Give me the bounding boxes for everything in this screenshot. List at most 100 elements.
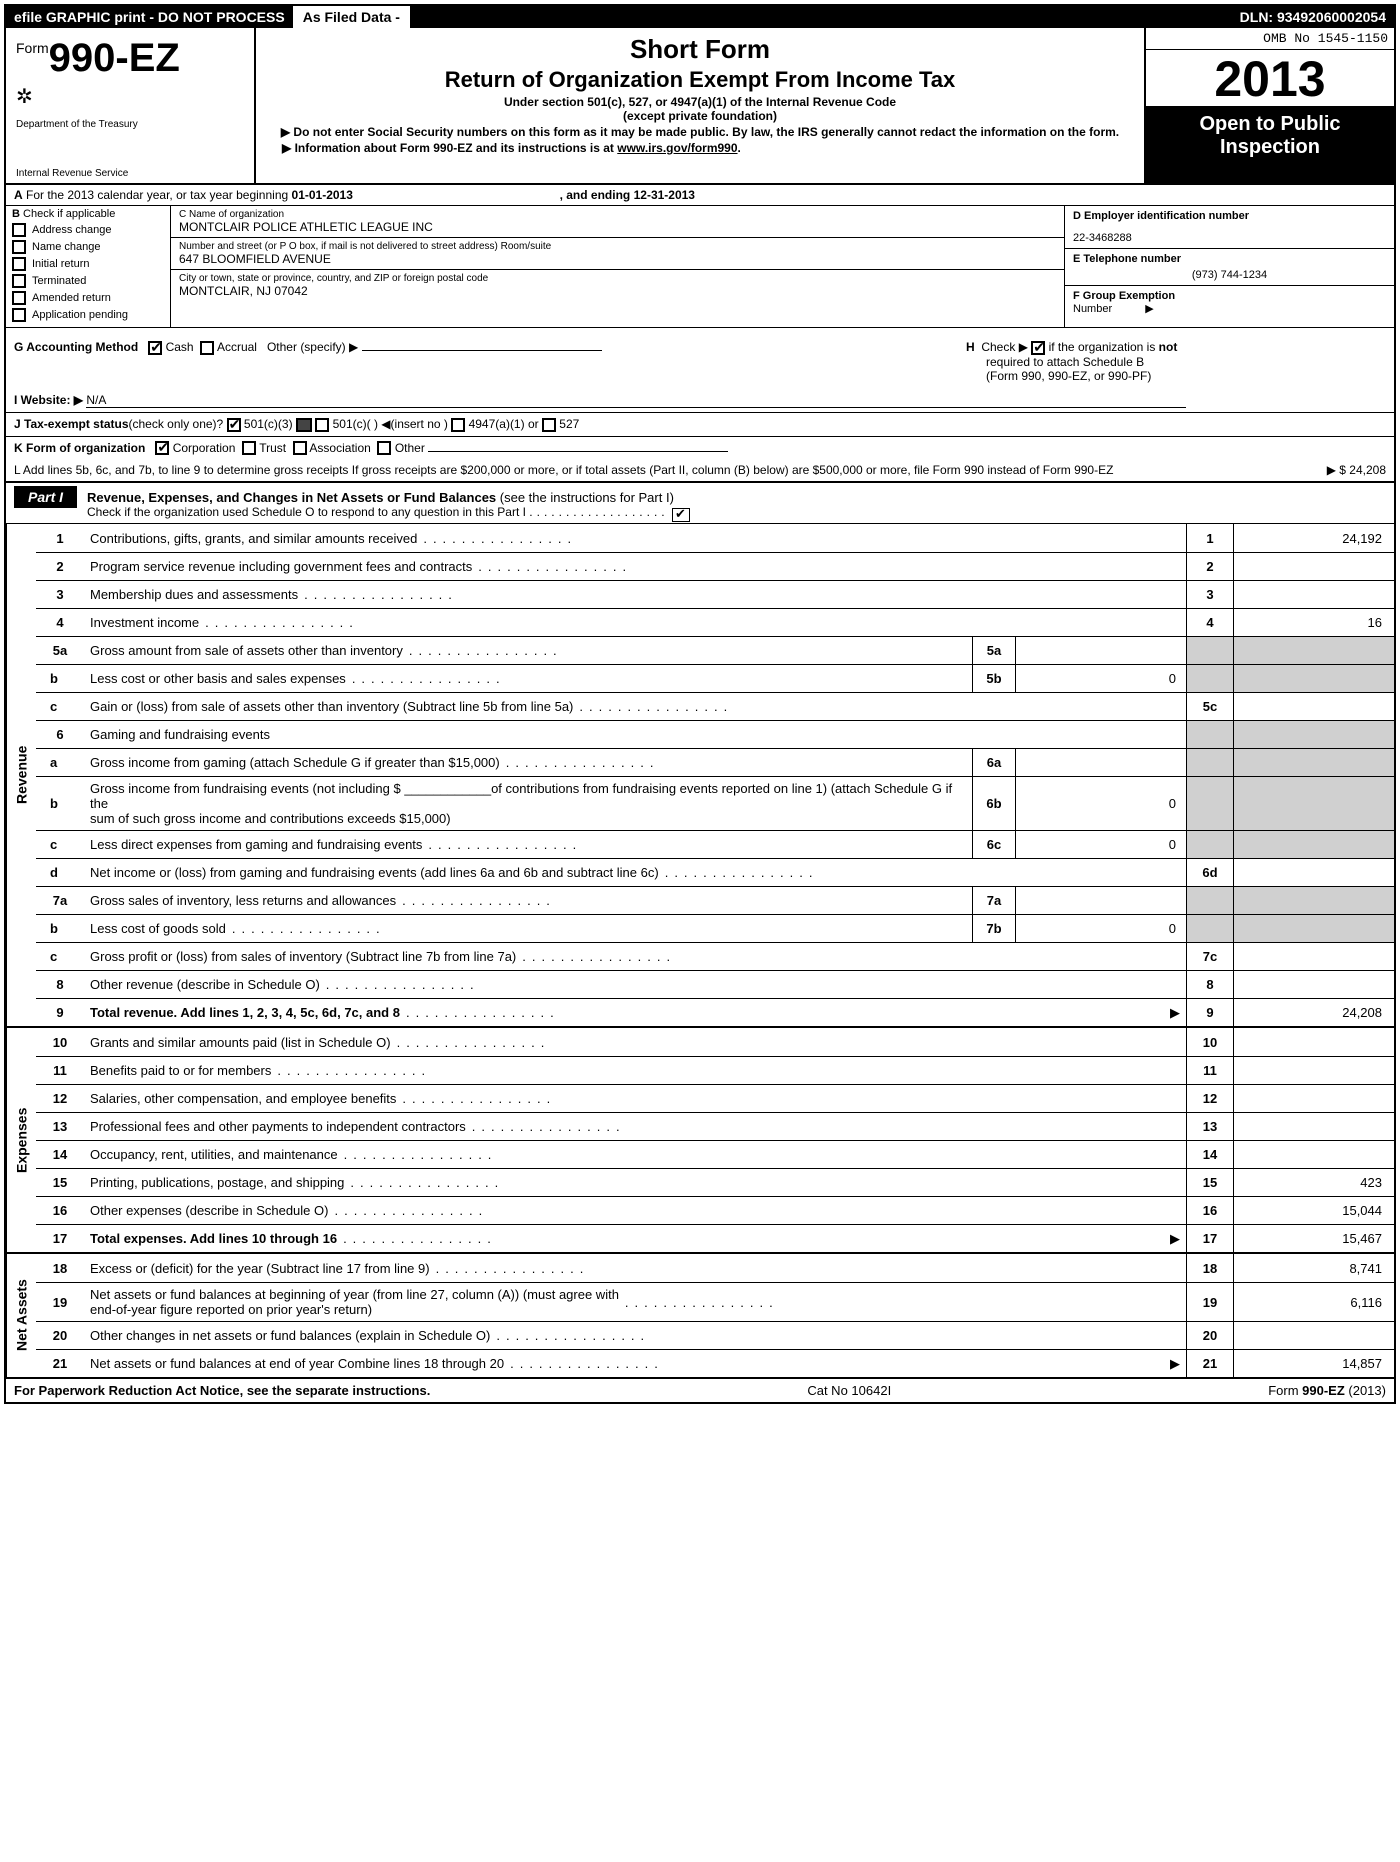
end-line-value: 14,857 (1234, 1350, 1394, 1377)
org-city: MONTCLAIR, NJ 07042 (179, 284, 308, 298)
end-line-number: 1 (1186, 524, 1234, 552)
chk-schedule-o[interactable] (672, 508, 690, 522)
line-number: 5a (36, 637, 84, 664)
chk-corporation[interactable] (155, 441, 169, 455)
line-desc: Gross amount from sale of assets other t… (84, 637, 972, 664)
top-bar-dln: DLN: 93492060002054 (1232, 6, 1394, 28)
line-14: 14Occupancy, rent, utilities, and mainte… (36, 1140, 1394, 1168)
line-8: 8Other revenue (describe in Schedule O).… (36, 970, 1394, 998)
arrow-icon: ▶ (1170, 1356, 1180, 1372)
end-line-number: 5c (1186, 693, 1234, 720)
line-5c: cGain or (loss) from sale of assets othe… (36, 692, 1394, 720)
line-desc: Net assets or fund balances at beginning… (84, 1283, 1186, 1321)
line-l: L Add lines 5b, 6c, and 7b, to line 9 to… (6, 459, 1394, 481)
chk-association[interactable] (293, 441, 307, 455)
irs-link[interactable]: www.irs.gov/form990 (617, 141, 737, 155)
line-number: 9 (36, 999, 84, 1026)
line-number: 11 (36, 1057, 84, 1084)
footer-cat: Cat No 10642I (807, 1383, 891, 1398)
end-line-value (1234, 749, 1394, 776)
line-18: 18Excess or (deficit) for the year (Subt… (36, 1254, 1394, 1282)
form-warn1: ▶ Do not enter Social Security numbers o… (266, 125, 1134, 139)
form-subtitle: Return of Organization Exempt From Incom… (266, 67, 1134, 93)
line-number: 19 (36, 1283, 84, 1321)
chk-schedule-b[interactable] (1031, 341, 1045, 355)
line-k: K Form of organization Corporation Trust… (6, 437, 1394, 460)
mid-line-value: 0 (1016, 831, 1186, 858)
end-line-value: 423 (1234, 1169, 1394, 1196)
end-line-value: 16 (1234, 609, 1394, 636)
mid-line-number: 7b (972, 915, 1016, 942)
line-12: 12Salaries, other compensation, and empl… (36, 1084, 1394, 1112)
end-line-value: 6,116 (1234, 1283, 1394, 1321)
chk-initial-return[interactable]: Initial return (12, 257, 164, 271)
line-desc: Net income or (loss) from gaming and fun… (84, 859, 1186, 886)
mid-line-value (1016, 637, 1186, 664)
line-desc: Salaries, other compensation, and employ… (84, 1085, 1186, 1112)
line-5a: 5aGross amount from sale of assets other… (36, 636, 1394, 664)
line-desc: Other expenses (describe in Schedule O).… (84, 1197, 1186, 1224)
line-number: 4 (36, 609, 84, 636)
chk-amended[interactable]: Amended return (12, 291, 164, 305)
arrow-icon: ▶ (1170, 1005, 1180, 1021)
line-3: 3Membership dues and assessments........… (36, 580, 1394, 608)
chk-address-change[interactable]: Address change (12, 223, 164, 237)
end-line-number: 13 (1186, 1113, 1234, 1140)
end-line-number: 15 (1186, 1169, 1234, 1196)
mid-line-value (1016, 749, 1186, 776)
line-desc: Gross profit or (loss) from sales of inv… (84, 943, 1186, 970)
header-right: OMB No 1545-1150 2013 Open to Public Ins… (1144, 28, 1394, 183)
end-line-value (1234, 1028, 1394, 1056)
top-bar-mid: As Filed Data - (293, 6, 410, 28)
arrow-icon: ▶ (1145, 303, 1153, 315)
checkbox-icon (12, 240, 26, 254)
chk-4947[interactable] (451, 418, 465, 432)
end-line-value (1234, 1113, 1394, 1140)
end-line-number: 8 (1186, 971, 1234, 998)
chk-501c[interactable] (315, 418, 329, 432)
chk-name-change[interactable]: Name change (12, 240, 164, 254)
end-line-value (1234, 693, 1394, 720)
chk-cash[interactable] (148, 341, 162, 355)
footer-left: For Paperwork Reduction Act Notice, see … (14, 1383, 430, 1398)
line-desc: Grants and similar amounts paid (list in… (84, 1028, 1186, 1056)
line-number: c (36, 943, 84, 970)
chk-trust[interactable] (242, 441, 256, 455)
ein-value: 22-3468288 (1073, 232, 1386, 244)
line-2: 2Program service revenue including gover… (36, 552, 1394, 580)
line-7a: 7aGross sales of inventory, less returns… (36, 886, 1394, 914)
chk-accrual[interactable] (200, 341, 214, 355)
line-number: 18 (36, 1254, 84, 1282)
line-desc: Less cost or other basis and sales expen… (84, 665, 972, 692)
line-13: 13Professional fees and other payments t… (36, 1112, 1394, 1140)
form-container: efile GRAPHIC print - DO NOT PROCESS As … (4, 4, 1396, 1404)
chk-other[interactable] (377, 441, 391, 455)
group-exemption-label: F Group Exemption (1073, 290, 1175, 302)
line-desc: Less cost of goods sold................ (84, 915, 972, 942)
line-17: 17Total expenses. Add lines 10 through 1… (36, 1224, 1394, 1252)
end-line-number: 4 (1186, 609, 1234, 636)
line-desc: Professional fees and other payments to … (84, 1113, 1186, 1140)
chk-application-pending[interactable]: Application pending (12, 308, 164, 322)
line-desc: Contributions, gifts, grants, and simila… (84, 524, 1186, 552)
line-number: 20 (36, 1322, 84, 1349)
end-line-number: 18 (1186, 1254, 1234, 1282)
chk-501c3[interactable] (227, 418, 241, 432)
revenue-section: Revenue 1Contributions, gifts, grants, a… (6, 524, 1394, 1026)
line-desc: Total expenses. Add lines 10 through 16.… (84, 1225, 1186, 1252)
line-j: J Tax-exempt status(check only one)? 501… (6, 412, 1394, 437)
org-name: MONTCLAIR POLICE ATHLETIC LEAGUE INC (179, 220, 433, 234)
expenses-side-label: Expenses (6, 1028, 36, 1252)
end-line-value: 15,044 (1234, 1197, 1394, 1224)
checkbox-icon (12, 308, 26, 322)
line-1: 1Contributions, gifts, grants, and simil… (36, 524, 1394, 552)
end-line-value (1234, 721, 1394, 748)
end-line-value (1234, 1322, 1394, 1349)
checkbox-icon (12, 274, 26, 288)
line-number: 1 (36, 524, 84, 552)
end-line-number (1186, 915, 1234, 942)
chk-terminated[interactable]: Terminated (12, 274, 164, 288)
form-sub2: (except private foundation) (266, 109, 1134, 123)
chk-527[interactable] (542, 418, 556, 432)
column-def: D Employer identification number 22-3468… (1064, 206, 1394, 327)
